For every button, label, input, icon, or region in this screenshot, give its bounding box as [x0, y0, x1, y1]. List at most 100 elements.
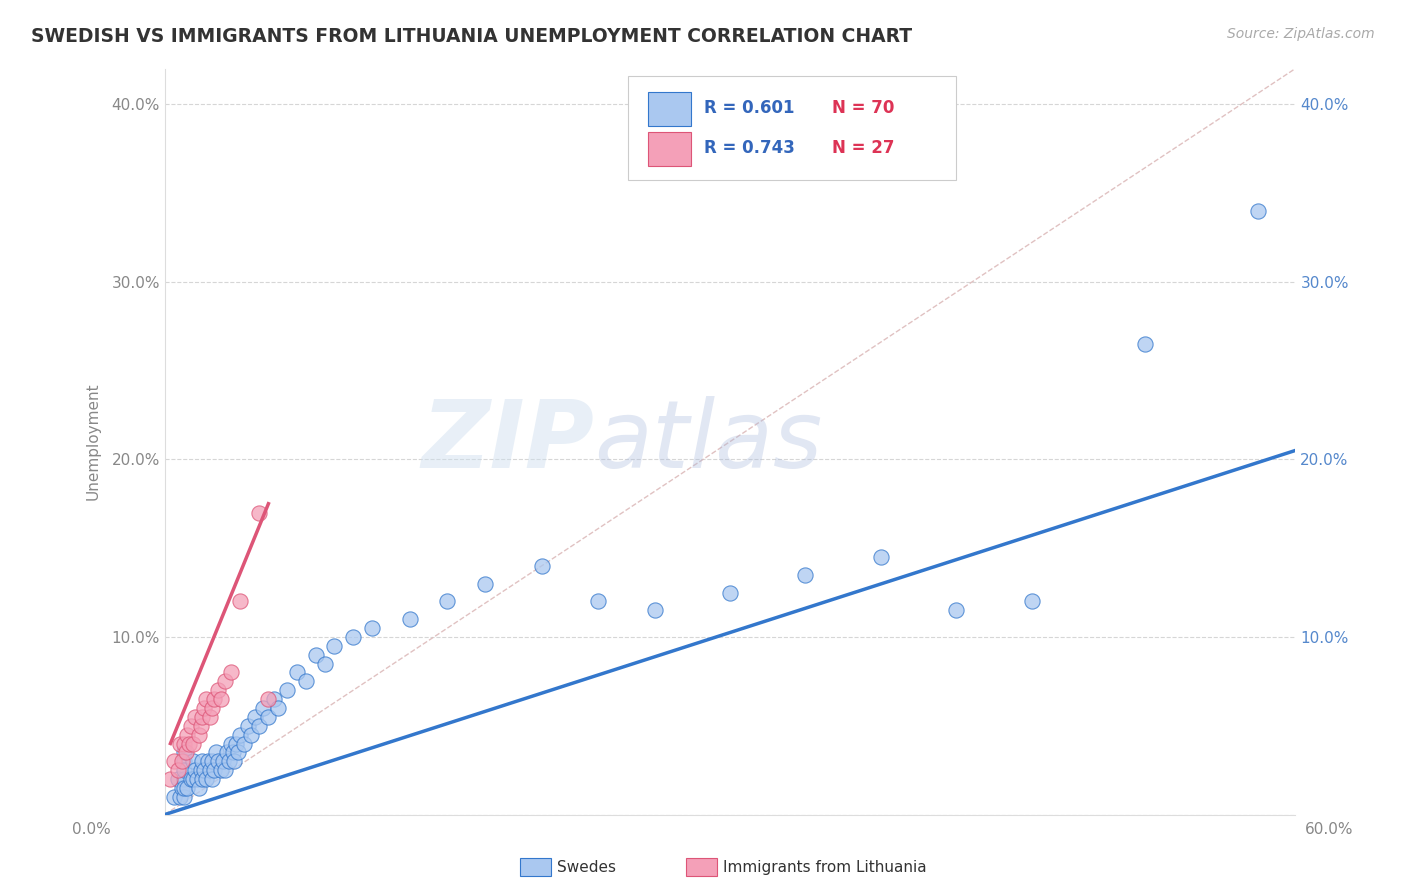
Point	[398, 612, 420, 626]
Point	[224, 754, 246, 768]
Point	[870, 549, 893, 564]
Point	[201, 754, 224, 768]
Text: atlas: atlas	[595, 396, 823, 487]
Y-axis label: Unemployment: Unemployment	[86, 383, 100, 500]
Point	[1133, 336, 1156, 351]
Point	[176, 728, 198, 742]
Point	[181, 754, 204, 768]
Point	[169, 737, 191, 751]
Point	[215, 745, 238, 759]
Point	[361, 621, 384, 635]
Point	[214, 763, 236, 777]
Point	[214, 674, 236, 689]
Point	[173, 754, 195, 768]
Point	[195, 772, 218, 786]
Text: N = 27: N = 27	[832, 139, 894, 157]
Point	[226, 745, 249, 759]
Point	[247, 719, 270, 733]
FancyBboxPatch shape	[648, 93, 690, 126]
Point	[179, 737, 201, 751]
Text: Source: ZipAtlas.com: Source: ZipAtlas.com	[1227, 27, 1375, 41]
Point	[1021, 594, 1043, 608]
Text: SWEDISH VS IMMIGRANTS FROM LITHUANIA UNEMPLOYMENT CORRELATION CHART: SWEDISH VS IMMIGRANTS FROM LITHUANIA UNE…	[31, 27, 912, 45]
Point	[257, 710, 280, 724]
Point	[190, 719, 212, 733]
Point	[221, 745, 243, 759]
Point	[1247, 203, 1270, 218]
Point	[181, 772, 204, 786]
Point	[342, 630, 364, 644]
Text: ZIP: ZIP	[422, 395, 595, 488]
Point	[212, 754, 235, 768]
Point	[207, 754, 229, 768]
Point	[201, 772, 224, 786]
FancyBboxPatch shape	[628, 76, 956, 180]
Point	[436, 594, 458, 608]
Text: Swedes: Swedes	[557, 860, 616, 874]
Point	[304, 648, 326, 662]
Point	[586, 594, 609, 608]
Point	[225, 737, 247, 751]
Point	[173, 763, 195, 777]
Point	[163, 754, 186, 768]
Point	[718, 585, 741, 599]
Point	[219, 665, 242, 680]
Text: 0.0%: 0.0%	[72, 822, 111, 837]
Point	[163, 789, 186, 804]
Point	[229, 728, 252, 742]
Point	[285, 665, 308, 680]
Point	[202, 692, 225, 706]
Point	[198, 763, 221, 777]
Point	[180, 772, 202, 786]
Point	[247, 506, 270, 520]
Point	[191, 710, 214, 724]
Point	[229, 594, 252, 608]
Point	[530, 558, 553, 573]
Text: N = 70: N = 70	[832, 99, 894, 117]
Point	[187, 780, 209, 795]
Point	[323, 639, 346, 653]
Point	[276, 683, 298, 698]
Text: Immigrants from Lithuania: Immigrants from Lithuania	[723, 860, 927, 874]
Point	[170, 754, 193, 768]
Point	[644, 603, 666, 617]
Point	[169, 789, 191, 804]
Point	[167, 763, 190, 777]
Point	[173, 780, 195, 795]
Point	[202, 763, 225, 777]
Point	[267, 701, 290, 715]
Point	[173, 789, 195, 804]
Point	[170, 780, 193, 795]
Point	[257, 692, 280, 706]
Point	[945, 603, 967, 617]
Point	[167, 772, 190, 786]
Point	[193, 701, 215, 715]
Text: 60.0%: 60.0%	[1305, 822, 1353, 837]
Point	[173, 772, 195, 786]
Point	[159, 772, 181, 786]
FancyBboxPatch shape	[648, 132, 690, 166]
Point	[207, 683, 229, 698]
Point	[219, 737, 242, 751]
Point	[184, 710, 207, 724]
Point	[173, 745, 195, 759]
Point	[191, 772, 214, 786]
Text: R = 0.601: R = 0.601	[704, 99, 794, 117]
Point	[474, 576, 496, 591]
Point	[198, 710, 221, 724]
Point	[218, 754, 240, 768]
Point	[173, 737, 195, 751]
Point	[209, 763, 232, 777]
Point	[240, 728, 263, 742]
Point	[201, 701, 224, 715]
Point	[187, 728, 209, 742]
Point	[174, 745, 197, 759]
Point	[236, 719, 259, 733]
Point	[794, 567, 817, 582]
Point	[295, 674, 318, 689]
Point	[232, 737, 254, 751]
Point	[180, 719, 202, 733]
Point	[195, 692, 218, 706]
Point	[184, 763, 207, 777]
Point	[197, 754, 219, 768]
